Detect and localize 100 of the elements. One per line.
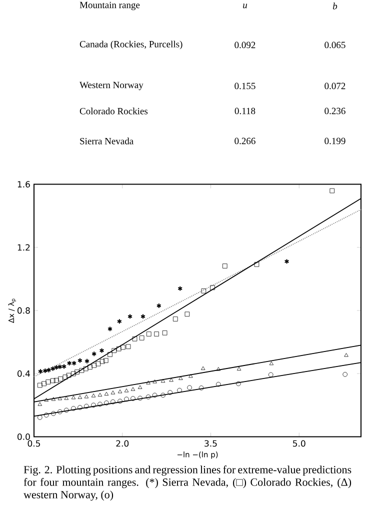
point <box>154 332 159 336</box>
category-label: Western Norway <box>80 82 144 90</box>
point <box>236 366 242 370</box>
point <box>51 397 56 401</box>
point <box>160 378 166 383</box>
point <box>88 364 92 370</box>
point <box>74 370 80 374</box>
point <box>216 367 221 371</box>
point <box>216 382 221 387</box>
point <box>108 352 112 357</box>
point <box>330 188 335 194</box>
data-label: 0.092 <box>234 42 256 48</box>
point <box>284 258 290 264</box>
point <box>132 336 138 342</box>
data-label: 0.065 <box>324 42 346 48</box>
text: u <box>243 4 248 8</box>
point <box>96 361 101 366</box>
point <box>83 366 88 372</box>
text: b <box>332 2 338 10</box>
point <box>140 314 146 320</box>
point <box>42 368 48 374</box>
point <box>124 396 129 402</box>
point <box>62 364 66 370</box>
point <box>152 392 158 398</box>
point <box>173 316 178 322</box>
point <box>160 392 166 398</box>
point <box>104 392 109 396</box>
point <box>268 372 274 378</box>
y-tick-label: 1.2 <box>18 244 30 251</box>
point <box>46 367 52 373</box>
text: Mountain range <box>80 2 140 10</box>
data-label: 0.072 <box>324 82 346 90</box>
point <box>71 406 76 411</box>
point <box>62 374 68 380</box>
point <box>51 411 56 416</box>
point <box>254 262 260 267</box>
point <box>188 374 193 378</box>
point <box>71 371 76 376</box>
point <box>124 388 129 392</box>
y-tick-label: 0.8 <box>18 307 30 314</box>
y-tick-label: 0.0 <box>18 433 30 440</box>
point <box>46 380 51 384</box>
point <box>108 326 112 332</box>
point <box>168 390 172 395</box>
data-label: 0.199 <box>324 138 346 144</box>
point <box>98 392 102 396</box>
x-tick-label: 5.0 <box>293 440 306 447</box>
category-label: Colorado Rockies <box>80 108 148 114</box>
point <box>222 264 228 268</box>
point <box>66 372 72 378</box>
point <box>117 318 122 324</box>
y-tick-label: 0.4 <box>18 370 30 377</box>
point <box>152 380 157 384</box>
point <box>84 394 89 398</box>
x-tick-label: 3.5 <box>204 440 217 447</box>
point <box>138 385 142 389</box>
point <box>236 381 241 386</box>
point <box>210 285 215 290</box>
point <box>201 288 206 294</box>
point <box>139 336 144 340</box>
point <box>118 389 122 394</box>
point <box>116 346 122 352</box>
point <box>104 400 109 406</box>
point <box>120 344 126 350</box>
point <box>98 402 102 407</box>
point <box>118 398 122 404</box>
y-tick-label: 1.6 <box>18 181 30 188</box>
data-label: 0.266 <box>234 138 256 144</box>
point <box>78 395 82 399</box>
point <box>130 396 136 401</box>
point <box>110 390 116 394</box>
category-label: Canada (Rockies, Purcells) <box>80 40 182 50</box>
x-tick-label: 2.0 <box>116 440 129 447</box>
point <box>177 388 182 393</box>
point <box>92 351 96 357</box>
point <box>99 348 104 354</box>
point <box>342 372 348 377</box>
point <box>103 358 108 363</box>
point <box>110 399 116 404</box>
point <box>44 398 48 402</box>
point <box>91 394 96 398</box>
point <box>58 396 62 400</box>
point <box>162 330 168 336</box>
point <box>92 362 96 368</box>
point <box>138 396 142 401</box>
point <box>187 385 192 390</box>
point <box>198 386 204 390</box>
point <box>58 409 62 414</box>
category-label: Sierra Nevada <box>80 138 134 144</box>
point <box>37 415 42 420</box>
point <box>269 361 274 366</box>
point <box>42 381 46 386</box>
point <box>64 408 69 413</box>
point <box>178 286 183 292</box>
point <box>78 405 82 410</box>
point <box>37 382 42 388</box>
point <box>44 412 49 418</box>
point <box>64 396 69 400</box>
point <box>146 332 152 336</box>
point <box>78 358 82 364</box>
